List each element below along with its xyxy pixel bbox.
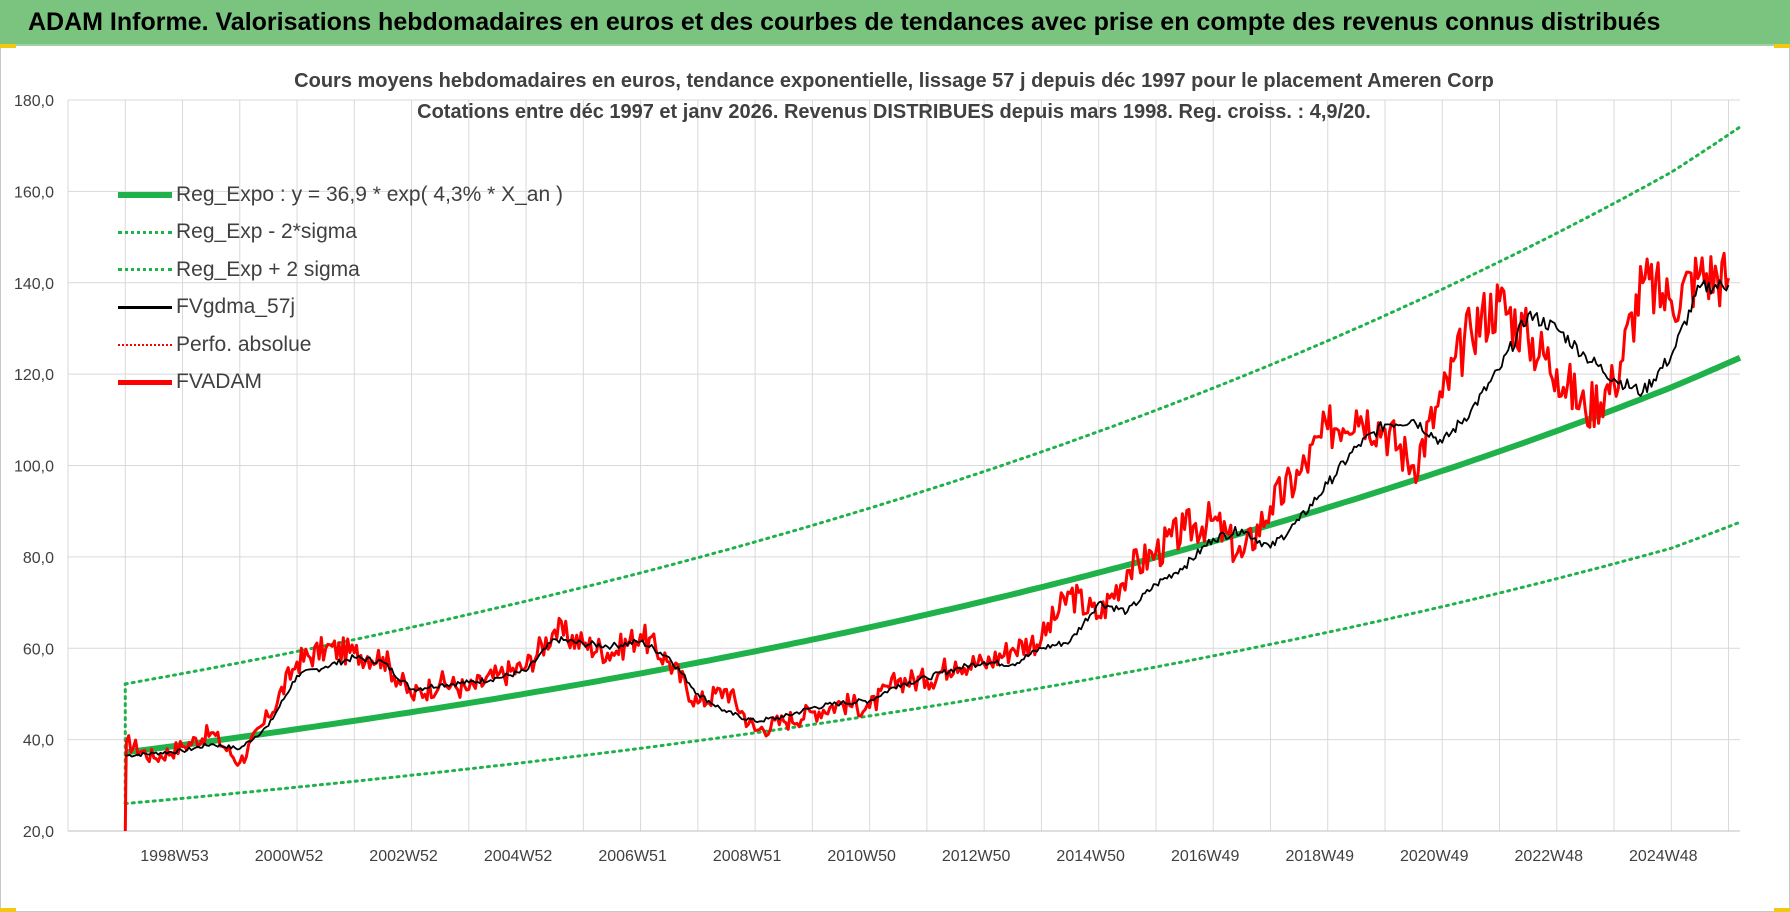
legend-item: FVADAM	[118, 364, 563, 402]
chart-series	[123, 125, 1742, 832]
x-tick-label: 2010W50	[827, 848, 896, 865]
x-tick-label: 2004W52	[484, 848, 553, 865]
y-tick-label: 140,0	[14, 276, 54, 293]
y-tick-label: 100,0	[14, 459, 54, 476]
legend-label: Reg_Exp - 2*sigma	[176, 220, 357, 244]
x-tick-label: 2006W51	[598, 848, 667, 865]
chart-axes: 20,0 40,0 60,0 80,0 100,0 120,0 140,0 160,0 180,…	[14, 93, 1740, 865]
report-banner: ADAM Informe. Valorisations hebdomadaire…	[0, 0, 1790, 46]
legend-swatch	[118, 230, 172, 234]
legend-item: FVgdma_57j	[118, 289, 563, 327]
trend-chart: Cours moyens hebdomadaires en euros, ten…	[14, 70, 1742, 865]
y-tick-label: 60,0	[23, 641, 54, 658]
series-reg-expo	[124, 354, 1742, 756]
x-tick-label: 2024W48	[1629, 848, 1698, 865]
x-tick-label: 2000W52	[255, 848, 324, 865]
legend-label: Perfo. absolue	[176, 332, 312, 356]
chart-legend: Reg_Expo : y = 36,9 * exp( 4,3% * X_an )…	[118, 176, 563, 401]
series-fvadam	[123, 251, 1730, 832]
legend-item: Reg_Expo : y = 36,9 * exp( 4,3% * X_an )	[118, 176, 563, 214]
x-tick-label: 2014W50	[1056, 848, 1125, 865]
chart-grid	[67, 99, 1740, 832]
corner-marker	[1774, 44, 1790, 48]
x-tick-label: 1998W53	[140, 848, 209, 865]
y-tick-label: 180,0	[14, 93, 54, 110]
legend-swatch	[118, 268, 172, 272]
x-tick-label: 2002W52	[369, 848, 438, 865]
legend-swatch	[118, 343, 172, 346]
legend-label: FVADAM	[176, 370, 262, 394]
chart-title-line2: Cotations entre déc 1997 et janv 2026. R…	[417, 101, 1371, 123]
series-reg-minus-2sigma	[123, 520, 1742, 806]
legend-item: Reg_Exp + 2 sigma	[118, 251, 563, 289]
y-tick-label: 120,0	[14, 367, 54, 384]
x-tick-label: 2016W49	[1171, 848, 1240, 865]
chart-title-line1: Cours moyens hebdomadaires en euros, ten…	[294, 70, 1494, 92]
legend-swatch	[118, 305, 172, 309]
x-tick-label: 2018W49	[1285, 848, 1354, 865]
legend-item: Reg_Exp - 2*sigma	[118, 214, 563, 252]
y-tick-label: 20,0	[23, 824, 54, 841]
legend-swatch	[118, 379, 172, 385]
x-tick-label: 2020W49	[1400, 848, 1469, 865]
x-tick-label: 2012W50	[942, 848, 1011, 865]
legend-label: FVgdma_57j	[176, 295, 296, 319]
x-tick-label: 2022W48	[1515, 848, 1584, 865]
y-tick-label: 160,0	[14, 184, 54, 201]
legend-label: Reg_Exp + 2 sigma	[176, 257, 360, 281]
series-fvgdma-57j	[125, 279, 1730, 758]
y-tick-label: 40,0	[23, 733, 54, 750]
corner-marker	[0, 908, 16, 912]
x-tick-label: 2008W51	[713, 848, 782, 865]
legend-label: Reg_Expo : y = 36,9 * exp( 4,3% * X_an )	[176, 182, 563, 206]
report-title: ADAM Informe. Valorisations hebdomadaire…	[28, 8, 1661, 36]
series-reg-plus-2sigma	[123, 125, 1742, 686]
corner-marker	[0, 44, 16, 48]
legend-item: Perfo. absolue	[118, 326, 563, 364]
legend-swatch	[118, 191, 172, 198]
corner-marker	[1774, 908, 1790, 912]
y-tick-label: 80,0	[23, 550, 54, 567]
